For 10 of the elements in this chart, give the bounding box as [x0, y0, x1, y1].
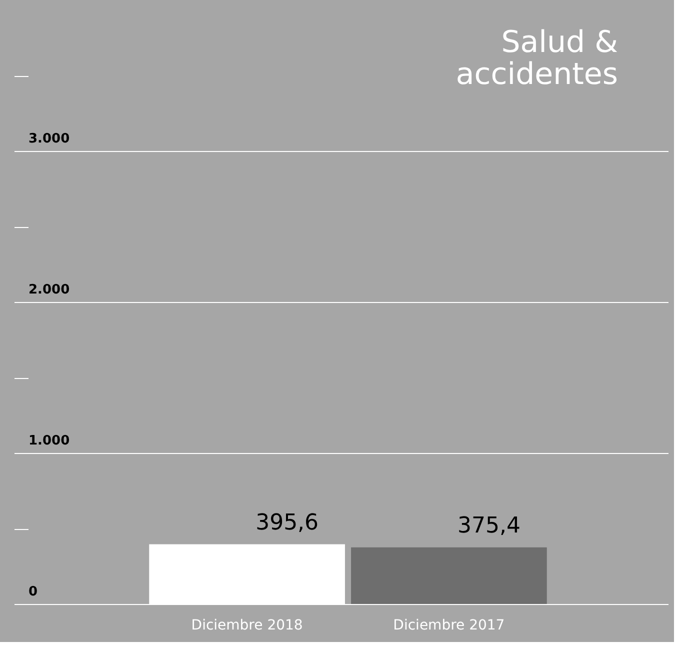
y-tick-label: 0 — [28, 584, 38, 600]
x-tick-label: Diciembre 2017 — [393, 618, 505, 634]
x-tick-label: Diciembre 2018 — [191, 618, 303, 634]
data-label: 375,4 — [457, 513, 520, 538]
text: Salud & — [501, 25, 618, 60]
y-tick-label: 2.000 — [28, 282, 70, 298]
y-tick-label: 3.000 — [28, 132, 70, 146]
text: accidentes — [456, 57, 618, 92]
y-tick-label: 1.000 — [28, 434, 70, 448]
data-label: 395,6 — [256, 510, 319, 536]
